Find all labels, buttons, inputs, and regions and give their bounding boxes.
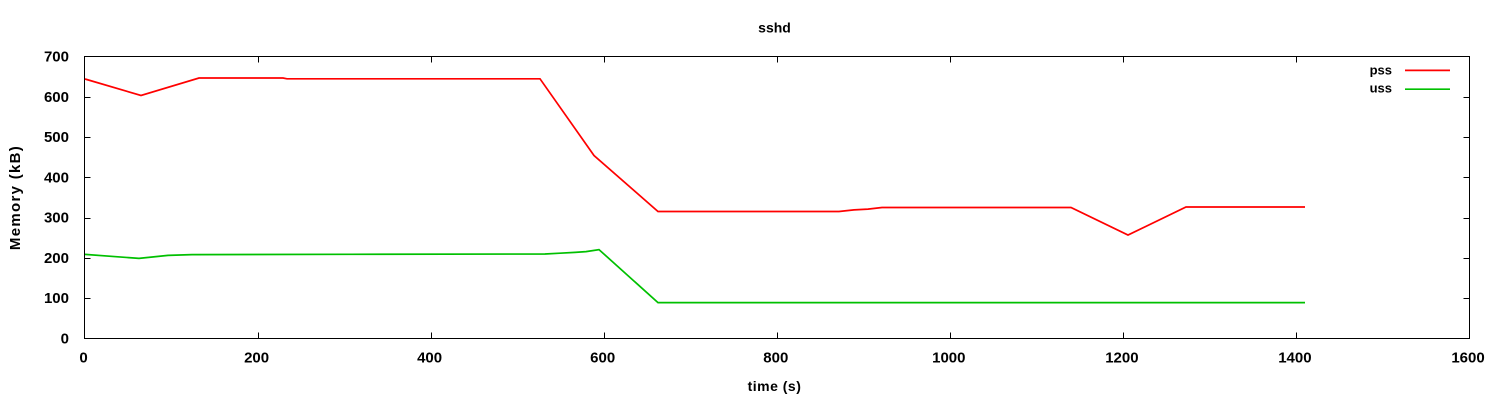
svg-text:pss: pss xyxy=(1370,62,1392,77)
svg-text:1200: 1200 xyxy=(1105,350,1138,367)
svg-text:1000: 1000 xyxy=(932,350,965,367)
svg-text:300: 300 xyxy=(44,210,69,227)
svg-text:700: 700 xyxy=(44,49,69,66)
svg-text:100: 100 xyxy=(44,290,69,307)
svg-text:0: 0 xyxy=(61,330,69,347)
svg-text:time (s): time (s) xyxy=(748,378,802,394)
svg-text:500: 500 xyxy=(44,129,69,146)
svg-text:800: 800 xyxy=(763,350,788,367)
svg-text:Memory (kB): Memory (kB) xyxy=(7,145,24,250)
svg-text:sshd: sshd xyxy=(758,20,791,36)
svg-text:uss: uss xyxy=(1370,81,1392,96)
svg-text:400: 400 xyxy=(44,169,69,186)
svg-text:1400: 1400 xyxy=(1278,350,1311,367)
svg-text:0: 0 xyxy=(79,350,87,367)
svg-text:200: 200 xyxy=(44,250,69,267)
svg-text:400: 400 xyxy=(417,350,442,367)
svg-text:600: 600 xyxy=(44,89,69,106)
svg-text:600: 600 xyxy=(590,350,615,367)
svg-text:200: 200 xyxy=(244,350,269,367)
svg-text:1600: 1600 xyxy=(1451,350,1484,367)
